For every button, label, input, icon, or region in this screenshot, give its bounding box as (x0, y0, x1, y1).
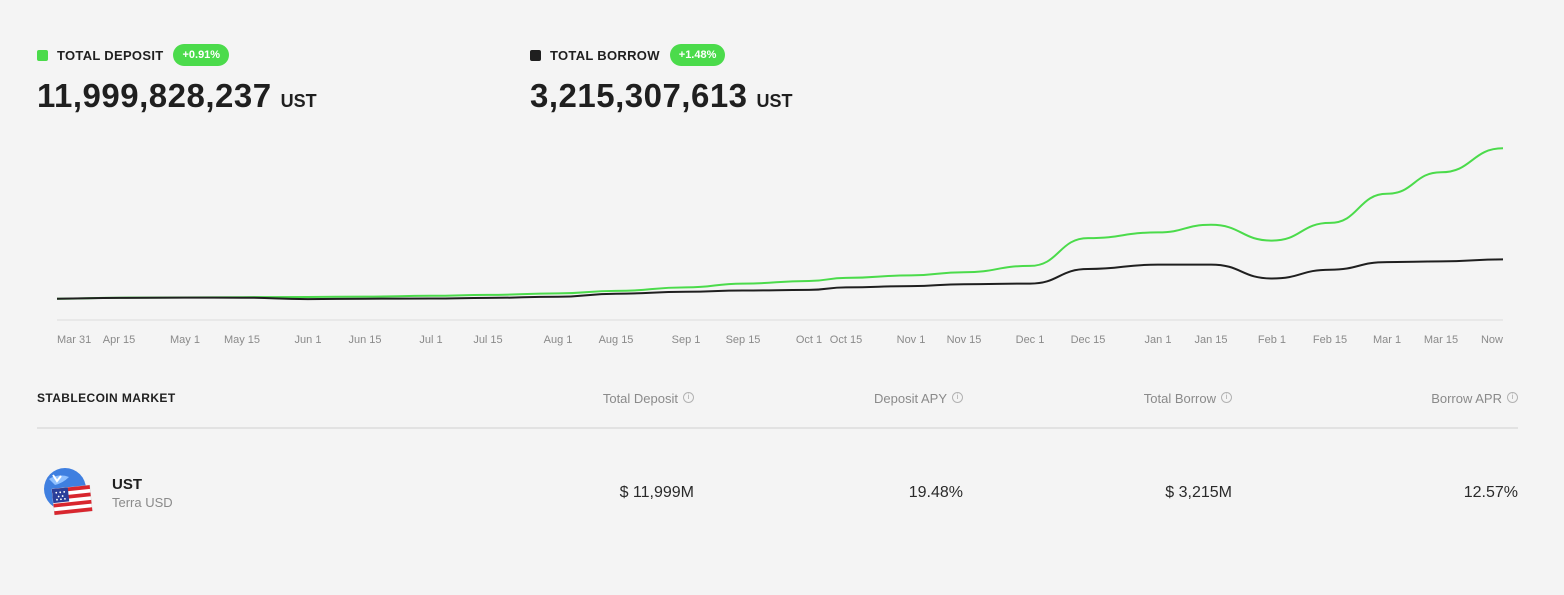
x-tick-label: Jul 15 (473, 334, 502, 346)
total-deposit-cell: $ 11,999M (619, 484, 694, 501)
x-tick-label: Feb 1 (1258, 334, 1286, 346)
series-layer (56, 147, 1504, 301)
x-tick-label: Mar 15 (1424, 334, 1458, 346)
x-tick-label: Dec 1 (1016, 334, 1045, 346)
x-tick-label: Aug 1 (544, 334, 573, 346)
x-tick-label: Feb 15 (1313, 334, 1347, 346)
market-table-header: STABLECOIN MARKET Total Deposit i Deposit… (37, 389, 1518, 411)
x-tick-label: Sep 1 (672, 334, 701, 346)
token-name: Terra USD (112, 495, 173, 510)
x-tick-label: Now (1481, 334, 1503, 346)
table-divider (37, 427, 1518, 429)
info-icon[interactable]: i (1221, 392, 1232, 403)
x-tick-label: Mar 1 (1373, 334, 1401, 346)
x-tick-label: Jan 1 (1145, 334, 1172, 346)
total-borrow-unit: UST (756, 91, 793, 111)
market-title: STABLECOIN MARKET (37, 391, 176, 405)
x-tick-label: Nov 1 (897, 334, 926, 346)
deposit-apy-cell: 19.48% (908, 484, 963, 501)
x-tick-label: Dec 15 (1071, 334, 1106, 346)
total-borrow-value: 3,215,307,613 (530, 77, 748, 114)
x-tick-label: Oct 15 (830, 334, 862, 346)
x-tick-label: Jul 1 (419, 334, 442, 346)
x-tick-label: Jan 15 (1194, 334, 1227, 346)
total-borrow-cell: $ 3,215M (1165, 484, 1232, 501)
info-icon[interactable]: i (1507, 392, 1518, 403)
deposit-change-badge: +0.91% (173, 44, 230, 66)
token-symbol: UST (112, 476, 142, 493)
x-tick-label: Aug 15 (599, 334, 634, 346)
x-tick-label: Mar 31 (57, 334, 91, 346)
col-deposit-apy[interactable]: Deposit APY i (874, 391, 963, 406)
borrow-change-badge: +1.48% (669, 44, 726, 66)
info-icon[interactable]: i (952, 392, 963, 403)
info-icon[interactable]: i (683, 392, 694, 403)
borrow-legend-swatch (530, 49, 541, 61)
x-tick-label: Apr 15 (103, 334, 135, 346)
col-borrow-apr[interactable]: Borrow APR i (1431, 391, 1518, 406)
deposit-series-line (56, 147, 1504, 300)
x-tick-label: Jun 1 (295, 334, 322, 346)
total-deposit-stat: TOTAL DEPOSIT +0.91% 11,999,828,237 UST (37, 44, 317, 115)
x-tick-label: Sep 15 (726, 334, 761, 346)
total-deposit-value: 11,999,828,237 (37, 77, 272, 114)
x-tick-label: Oct 1 (796, 334, 822, 346)
x-tick-label: Nov 15 (947, 334, 982, 346)
ust-flag-icon (44, 468, 93, 516)
table-row[interactable]: UST Terra USD $ 11,999M 19.48% $ 3,215M … (37, 462, 1518, 522)
deposit-legend-swatch (37, 49, 48, 61)
borrow-apr-cell: 12.57% (1463, 484, 1518, 501)
col-total-borrow[interactable]: Total Borrow i (1144, 391, 1232, 406)
total-borrow-stat: TOTAL BORROW +1.48% 3,215,307,613 UST (530, 44, 793, 115)
x-tick-label: May 15 (224, 334, 260, 346)
total-deposit-label: TOTAL DEPOSIT (57, 47, 164, 63)
x-tick-label: May 1 (170, 334, 200, 346)
col-total-deposit[interactable]: Total Deposit i (603, 391, 694, 406)
x-tick-label: Jun 15 (348, 334, 381, 346)
total-borrow-label: TOTAL BORROW (550, 47, 660, 63)
borrow-series-line (56, 258, 1504, 301)
x-tick-labels: Mar 31 Apr 15 May 1 May 15 Jun 1 Jun 15 Jul 1 J… (57, 334, 1503, 346)
deposit-borrow-line-chart: Mar 31 Apr 15 May 1 May 15 Jun 1 Jun 15 Jul 1 J… (56, 147, 1504, 346)
total-deposit-unit: UST (280, 91, 317, 111)
